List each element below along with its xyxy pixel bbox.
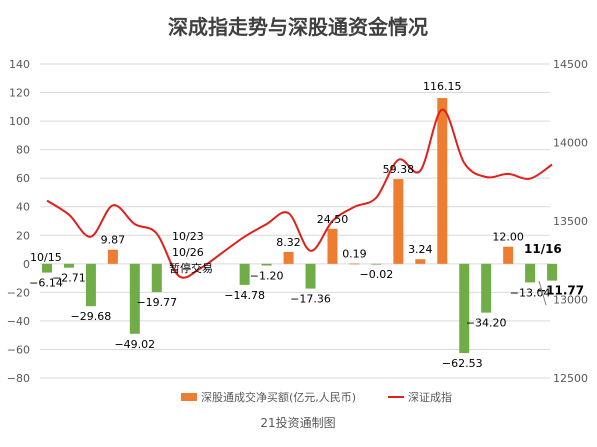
- bar: [437, 98, 448, 264]
- bar-value-label: −1.20: [250, 270, 284, 283]
- bar-value-label: −6.14: [29, 277, 63, 290]
- index-line: [46, 108, 553, 279]
- left-tick-label: 60: [16, 172, 30, 185]
- bar: [283, 251, 294, 264]
- bar: [42, 263, 52, 273]
- suspend-note-label: 暂停交易: [169, 261, 213, 275]
- bar-value-label: −62.53: [442, 357, 483, 370]
- suspend-end-label: 10/26: [172, 246, 204, 259]
- legend-bar-label: 深股通成交净买额(亿元,人民币): [201, 390, 356, 404]
- legend: 深股通成交净买额(亿元,人民币) 深证成指: [181, 390, 452, 404]
- bar-value-label: 3.24: [408, 243, 433, 256]
- right-axis: 12500 13000 13500 14000 14500: [553, 58, 588, 385]
- legend-bar-swatch: [181, 393, 197, 401]
- left-tick-label: −80: [7, 372, 30, 385]
- left-tick-label: 120: [9, 87, 30, 100]
- bar: [151, 263, 162, 293]
- chart-title: 深成指走势与深股通资金情况: [168, 15, 428, 39]
- bar: [371, 263, 382, 265]
- bar: [481, 263, 492, 313]
- left-tick-label: −40: [7, 315, 30, 328]
- data-labels: −6.14−2.71 −29.68 9.87 −49.02 −19.77 −14.78 −1…: [29, 80, 584, 370]
- bar-value-label: −49.02: [114, 338, 155, 351]
- bar: [393, 179, 404, 264]
- left-tick-label: 100: [9, 115, 30, 128]
- left-tick-label: 20: [16, 229, 30, 242]
- bar-value-label: −11.77: [536, 284, 584, 298]
- start-date-label: 10/15: [30, 251, 62, 264]
- right-tick-label: 14500: [553, 58, 588, 71]
- left-tick-label: −60: [7, 343, 30, 356]
- bars: [42, 98, 558, 354]
- bar-value-label: −13.04: [510, 286, 551, 299]
- left-tick-label: 80: [16, 144, 30, 157]
- bar-value-label: 9.87: [101, 234, 126, 247]
- bar-value-label: 0.19: [342, 248, 367, 261]
- bar: [129, 263, 140, 334]
- bar-value-label: −19.77: [136, 296, 177, 309]
- bar: [415, 259, 426, 264]
- left-tick-label: −20: [7, 286, 30, 299]
- right-tick-label: 12500: [553, 372, 588, 385]
- bar-value-label: −29.68: [71, 310, 112, 323]
- bar: [261, 263, 272, 266]
- bar-value-label: −14.78: [224, 289, 265, 302]
- source-note: 21投资通制图: [260, 415, 335, 430]
- bar: [63, 263, 74, 268]
- bar: [85, 263, 96, 307]
- bar-value-label: 59.38: [383, 163, 415, 176]
- legend-line-label: 深证成指: [408, 390, 452, 404]
- left-tick-label: 140: [9, 58, 30, 71]
- bar-value-label: 8.32: [276, 236, 301, 249]
- right-tick-label: 14000: [553, 137, 588, 150]
- bar-value-label: −2.71: [52, 272, 86, 285]
- annotations: 10/15 10/23 10/26 暂停交易 11/16: [30, 230, 562, 306]
- bar-value-label: −34.20: [466, 317, 507, 330]
- left-tick-label: 0: [23, 258, 30, 271]
- bar: [239, 263, 250, 285]
- end-date-pointer: [538, 280, 547, 306]
- bar: [525, 263, 536, 283]
- bar-value-label: 12.00: [492, 231, 524, 244]
- suspend-start-label: 10/23: [172, 230, 204, 243]
- bar: [503, 246, 514, 264]
- right-tick-label: 13000: [553, 294, 588, 307]
- left-axis: −80 −60 −40 −20 0 20 40 60 80 100 120 140: [7, 58, 30, 385]
- grid-lines: [40, 63, 550, 379]
- right-tick-label: 13500: [553, 215, 588, 228]
- bar-value-label: −17.36: [290, 293, 331, 306]
- index-line-path: [46, 108, 553, 279]
- bar: [459, 263, 470, 354]
- bar: [305, 263, 316, 289]
- bar: [107, 249, 118, 264]
- bar: [547, 263, 558, 281]
- bar-value-label: 24.50: [317, 213, 349, 226]
- left-tick-label: 40: [16, 201, 30, 214]
- bar: [327, 228, 338, 264]
- bar: [349, 263, 360, 265]
- bar-value-label: −0.02: [360, 268, 394, 281]
- bar-value-label: 116.15: [423, 80, 462, 93]
- end-date-label: 11/16: [524, 242, 562, 256]
